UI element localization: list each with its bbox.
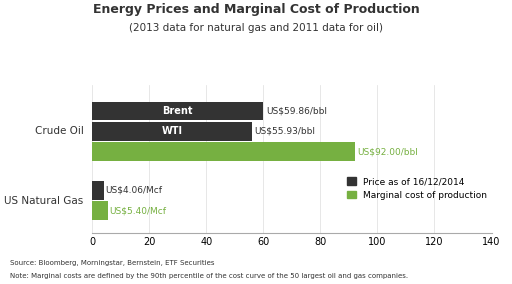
Text: Note: Marginal costs are defined by the 90th percentile of the cost curve of the: Note: Marginal costs are defined by the … [10,273,409,279]
Text: Crude Oil: Crude Oil [35,126,83,136]
Text: Source: Bloomberg, Morningstar, Bernstein, ETF Securities: Source: Bloomberg, Morningstar, Bernstei… [10,260,215,266]
Text: Energy Prices and Marginal Cost of Production: Energy Prices and Marginal Cost of Produ… [93,3,419,16]
Text: Brent: Brent [162,106,193,116]
Text: US$5.40/Mcf: US$5.40/Mcf [109,206,166,215]
Bar [92,122,252,141]
Text: WTI: WTI [161,126,182,136]
Bar [92,102,263,120]
Text: US$4.06/Mcf: US$4.06/Mcf [105,186,162,195]
Legend: Price as of 16/12/2014, Marginal cost of production: Price as of 16/12/2014, Marginal cost of… [347,177,487,200]
Text: (2013 data for natural gas and 2011 data for oil): (2013 data for natural gas and 2011 data… [129,23,383,33]
Text: US$55.93/bbl: US$55.93/bbl [254,127,315,136]
Bar [92,202,108,220]
Text: US$92.00/bbl: US$92.00/bbl [357,147,418,156]
Bar [92,181,104,200]
Bar [92,143,355,161]
Text: US$59.86/bbl: US$59.86/bbl [266,106,327,116]
Text: US Natural Gas: US Natural Gas [5,196,83,206]
